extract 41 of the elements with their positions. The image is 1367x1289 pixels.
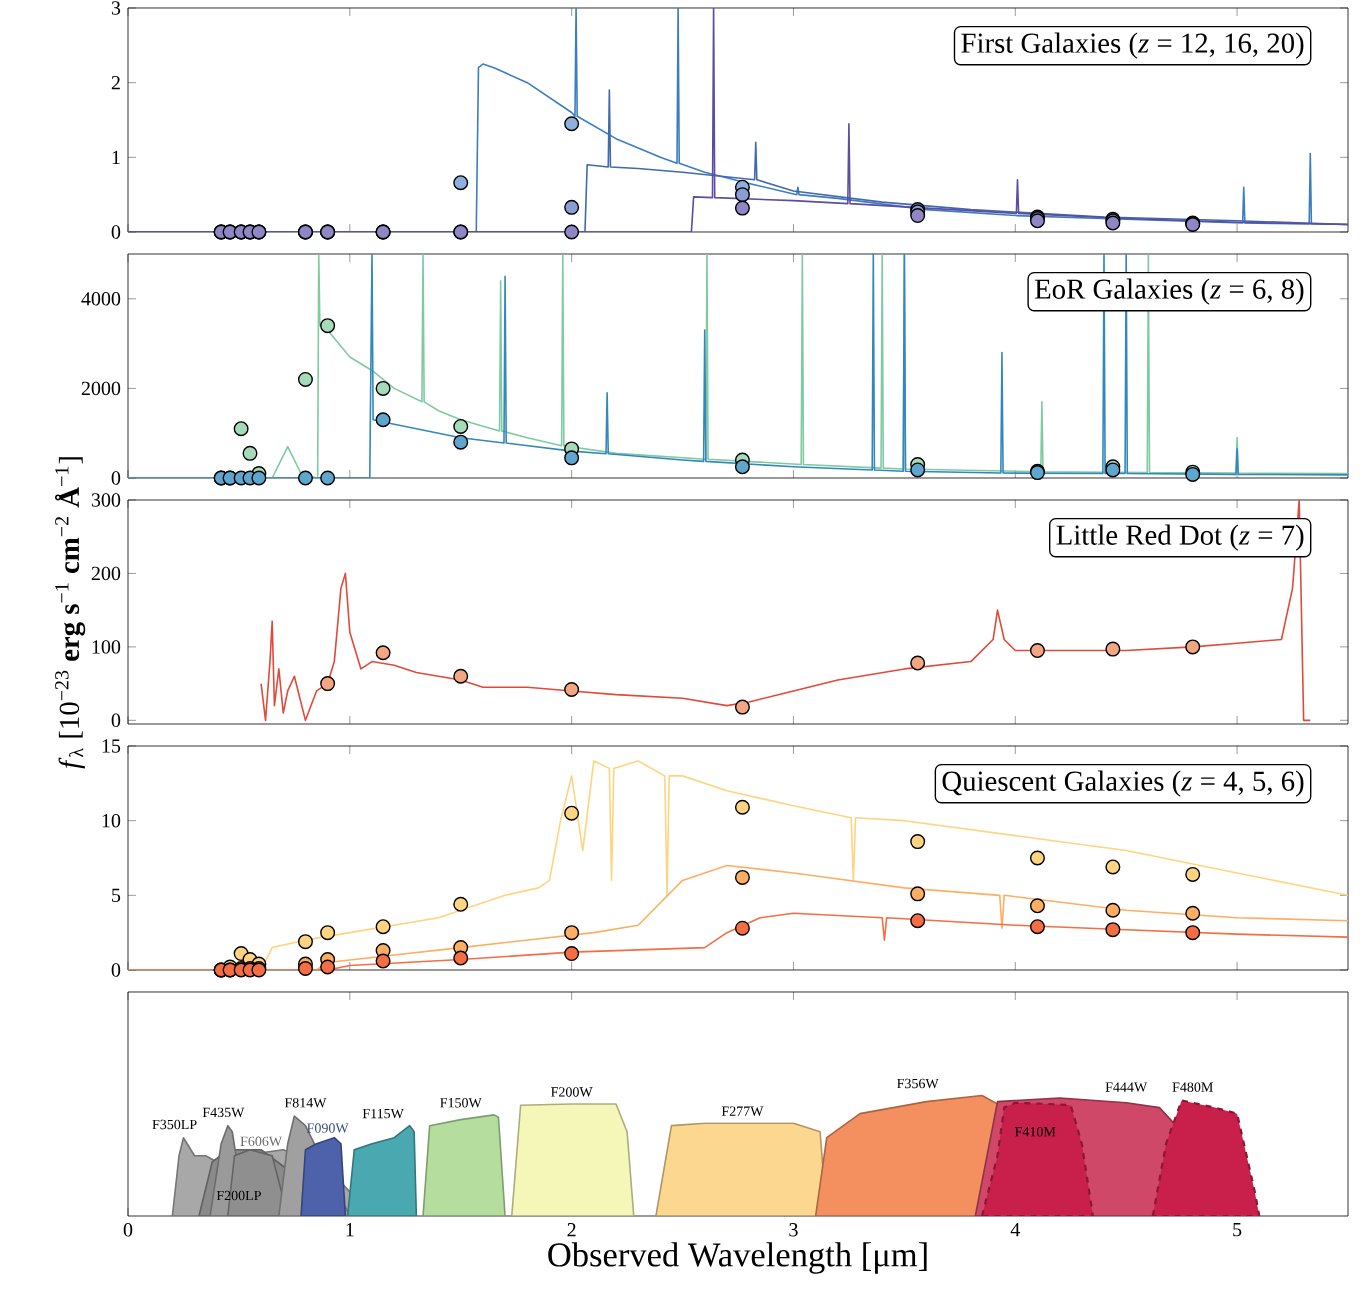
y-tick-label: 1 xyxy=(112,150,120,164)
x-tick-label: 4 xyxy=(1010,1223,1020,1237)
text: EoR Galaxies (z = 6, 8) xyxy=(1034,278,1304,305)
series-label: F435W xyxy=(202,1107,245,1118)
series-label: F200W xyxy=(551,1087,593,1097)
series-label: F277W xyxy=(721,1106,764,1116)
series-label: F090W xyxy=(307,1123,349,1133)
series-label: F356W xyxy=(897,1078,939,1089)
y-tick-label: 100 xyxy=(92,640,121,654)
y-tick-label: 2000 xyxy=(81,381,121,396)
series-label: F444W xyxy=(1105,1082,1148,1092)
y-tick-label: 0 xyxy=(111,963,121,977)
x-tick-label: 3 xyxy=(789,1223,798,1237)
y-tick-label: 0 xyxy=(111,713,121,728)
series-label: F606W xyxy=(240,1136,283,1147)
series-label: F410M xyxy=(1015,1126,1056,1137)
y-tick-label: 10 xyxy=(102,813,121,828)
y-tick-label: 5 xyxy=(112,888,121,902)
y-tick-label: 0 xyxy=(111,225,121,239)
y-tick-label: 200 xyxy=(91,566,121,581)
x-tick-label: 5 xyxy=(1233,1223,1242,1237)
series-label: F200LP xyxy=(216,1190,261,1201)
text: Little Red Dot (z = 7) xyxy=(1056,524,1304,551)
y-tick-label: 3 xyxy=(111,1,121,15)
text: Quiescent Galaxies (z = 4, 5, 6) xyxy=(942,770,1304,797)
series-label: F350LP xyxy=(152,1119,197,1130)
y-tick-label: 4000 xyxy=(81,292,121,306)
x-tick-label: 1 xyxy=(346,1223,354,1237)
x-tick-label: 2 xyxy=(567,1223,576,1237)
y-tick-label: 15 xyxy=(102,739,121,753)
series-label: F115W xyxy=(362,1108,404,1119)
series-label: F814W xyxy=(284,1098,327,1108)
y-tick-label: 0 xyxy=(111,471,121,485)
y-tick-label: 300 xyxy=(91,493,121,507)
series-label: F150W xyxy=(440,1098,482,1108)
x-axis-title: Observed Wavelength [μm] xyxy=(548,1242,927,1274)
text: First Galaxies (z = 12, 16, 20) xyxy=(961,32,1304,59)
y-tick-label: 2 xyxy=(111,76,120,90)
series-label: F480M xyxy=(1172,1082,1213,1092)
text: f$_{λ}$ [10$^{−23}$ erg s$^{−1}$ cm$^{−2}$ Å$^{−1}$] xyxy=(55,457,86,769)
x-tick-label: 0 xyxy=(123,1223,133,1237)
